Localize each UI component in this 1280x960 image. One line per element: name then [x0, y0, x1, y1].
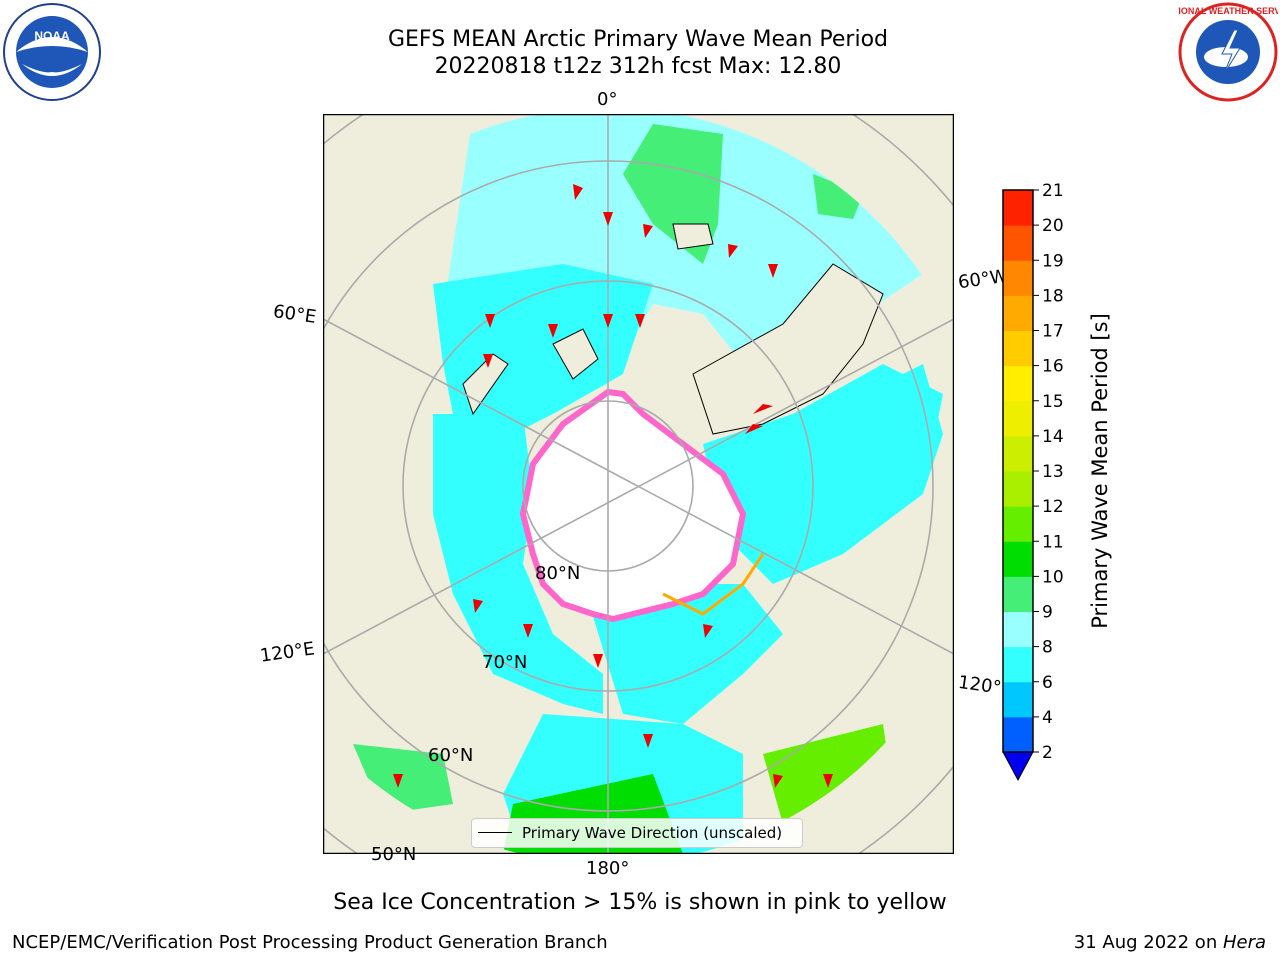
colorbar-tick-label: 8 [1042, 638, 1053, 658]
colorbar-tick-label: 19 [1042, 251, 1064, 271]
colorbar-box [1003, 365, 1033, 402]
ocean-baffin [863, 364, 943, 494]
colorbar-extend-triangle [1002, 751, 1034, 782]
arrow [523, 624, 533, 638]
arrow [548, 324, 558, 338]
colorbar-tick-label: 12 [1042, 497, 1064, 517]
land-greenland [692, 263, 884, 435]
colorbar-tick-label: 9 [1042, 603, 1053, 623]
legend-line-swatch [478, 832, 512, 833]
lon-label-60e: 60°E [271, 301, 318, 328]
wave-direction-arrows [393, 184, 833, 788]
colorbar-label: Primary Wave Mean Period [s] [1088, 313, 1112, 629]
arrow [483, 354, 493, 368]
colorbar-box [1003, 225, 1033, 261]
map-title: GEFS MEAN Arctic Primary Wave Mean Perio… [387, 27, 888, 52]
arrow [753, 404, 773, 414]
arrow [773, 774, 783, 788]
ocean-barents [433, 264, 653, 444]
arrow [728, 244, 738, 258]
colorbar-box [1003, 541, 1033, 577]
colorbar-tick-label: 18 [1042, 286, 1064, 306]
colorbar-box [1003, 260, 1033, 296]
lon-label-0: 0° [597, 89, 618, 110]
legend-label: Primary Wave Direction (unscaled) [522, 824, 783, 842]
colorbar-box [1003, 471, 1033, 507]
land-svalbard [552, 328, 599, 380]
arrow [393, 774, 403, 788]
ocean-siberian [433, 414, 603, 714]
footer-system: Hera [1222, 932, 1266, 953]
map-subtitle-forecast: 20220818 t12z 312h fcst Max: 12.80 [434, 54, 842, 79]
sea-ice-edge [519, 388, 747, 623]
colorbar-tick-label: 21 [1042, 181, 1064, 201]
polar-map [323, 114, 954, 854]
footer-branch: NCEP/EMC/Verification Post Processing Pr… [12, 932, 608, 953]
arrow [703, 624, 713, 638]
graticule [323, 114, 954, 854]
colorbar-box [1003, 646, 1033, 683]
colorbar-tick-label: 16 [1042, 357, 1064, 377]
lon-label-120e: 120°E [258, 638, 316, 667]
lat-label-50n: 50°N [371, 844, 417, 865]
colorbar-box [1003, 330, 1033, 367]
arrow [485, 314, 495, 328]
arrow [603, 212, 613, 226]
colorbar-box [1003, 190, 1033, 226]
colorbar-tick-label: 14 [1042, 427, 1064, 447]
colorbar-tick-label: 4 [1042, 708, 1053, 728]
colorbar-box [1003, 681, 1033, 718]
arrow [635, 314, 645, 328]
colorbar-tick-label: 11 [1042, 532, 1064, 552]
svg-text:NATIONAL WEATHER SERVICE: NATIONAL WEATHER SERVICE [1178, 6, 1278, 16]
arrow [745, 424, 763, 434]
colorbar-box [1003, 611, 1033, 648]
colorbar-box [1003, 435, 1033, 472]
arrow [643, 734, 653, 748]
footer-date-text: 31 Aug 2022 on [1073, 932, 1223, 953]
colorbar-box [1003, 716, 1033, 753]
colorbar-tick-label: 13 [1042, 462, 1064, 482]
sea-ice-edge-orange [662, 553, 765, 616]
noaa-logo: NOAA [3, 3, 101, 101]
colorbar-box [1003, 400, 1033, 437]
arrow [593, 654, 603, 668]
colorbar-box [1003, 576, 1033, 612]
colorbar-tick-label: 15 [1042, 392, 1064, 412]
lat-label-80n: 80°N [535, 563, 581, 584]
colorbar: 2 4 6 8 9 10 11 12 13 14 15 16 17 18 19 20 21 Primary Wa… [1002, 181, 1112, 782]
arrow [603, 314, 613, 328]
arrow [573, 184, 583, 200]
colorbar-box [1003, 506, 1033, 542]
arrow [473, 599, 483, 613]
footer-date: 31 Aug 2022 on Hera [1074, 932, 1266, 953]
nws-logo: NATIONAL WEATHER SERVICE [1178, 2, 1278, 102]
arrow [768, 264, 778, 278]
lat-label-70n: 70°N [482, 652, 528, 673]
colorbar-tick-label: 17 [1042, 322, 1064, 342]
map-legend: Primary Wave Direction (unscaled) [471, 818, 803, 848]
colorbar-tick-label: 6 [1042, 673, 1053, 693]
lon-label-180: 180° [586, 858, 630, 879]
colorbar-box [1003, 295, 1033, 331]
svg-text:NOAA: NOAA [34, 29, 70, 43]
ocean-green-patch-2 [813, 174, 863, 219]
colorbar-tick-label: 20 [1042, 216, 1064, 236]
colorbar-tick-label: 10 [1042, 567, 1064, 587]
lat-label-60n: 60°N [428, 745, 474, 766]
sea-ice-note: Sea Ice Concentration > 15% is shown in … [333, 890, 947, 915]
land-iceland [672, 223, 714, 250]
colorbar-tick-label: 2 [1042, 743, 1053, 763]
arrow [643, 224, 653, 238]
arrow [823, 774, 833, 788]
